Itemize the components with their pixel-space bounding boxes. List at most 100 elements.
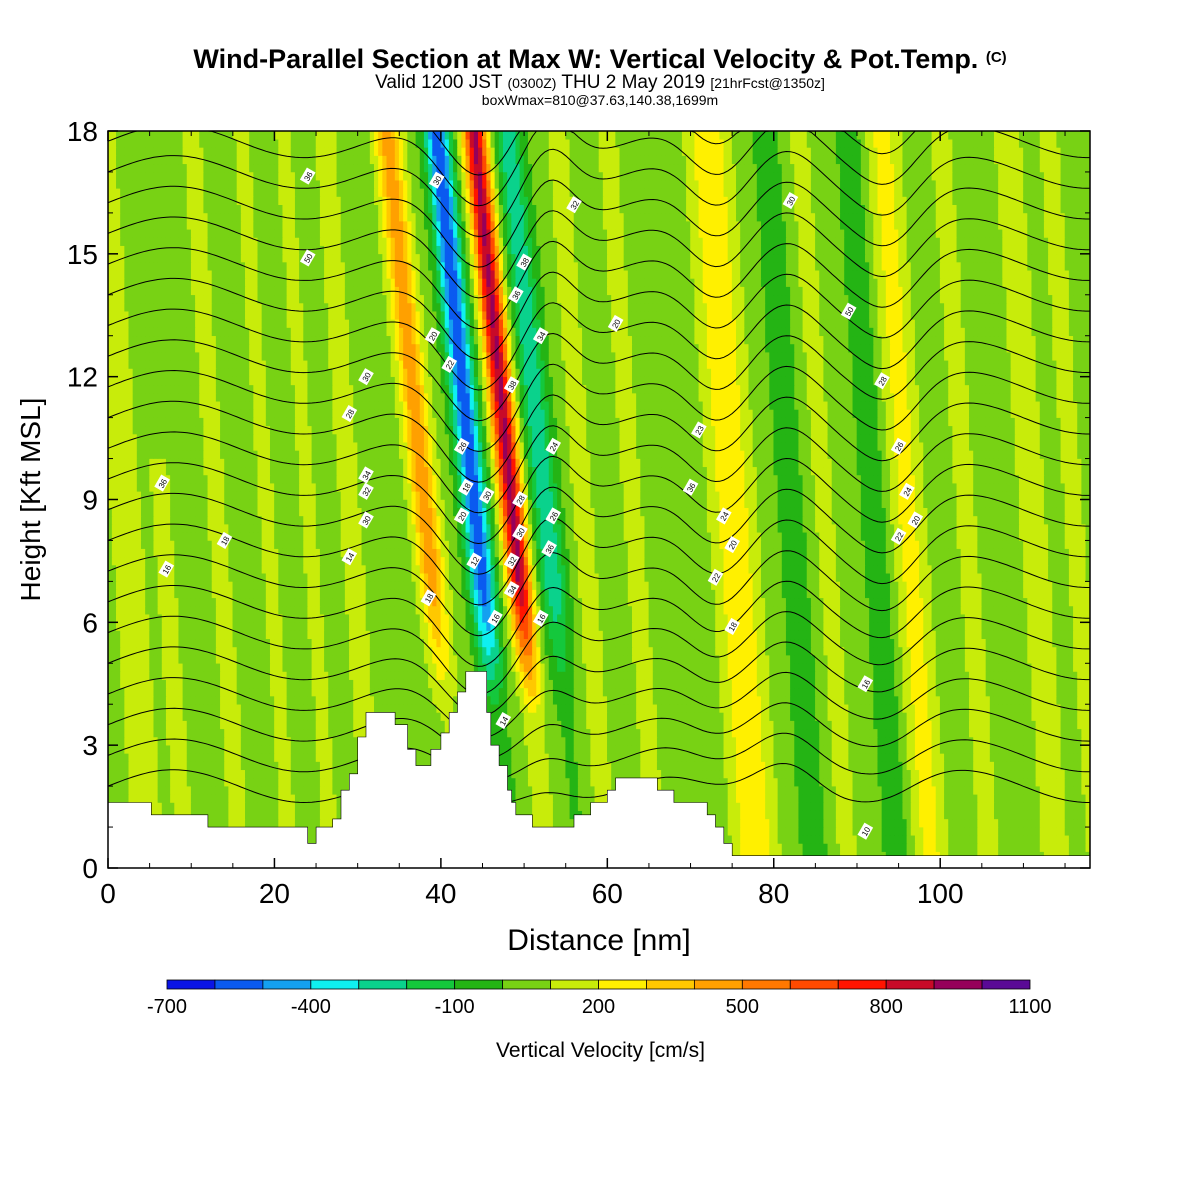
w-cell [948,761,953,771]
w-cell [299,753,304,762]
w-cell [848,826,854,836]
w-cell [760,712,766,721]
w-cell [107,720,113,730]
w-cell [1052,834,1058,844]
w-cell [261,802,267,811]
w-cell [1035,834,1041,844]
w-cell [544,728,550,738]
w-cell [669,712,675,721]
w-cell [877,720,883,730]
w-cell [873,744,879,754]
w-cell [1048,695,1053,705]
w-cell [715,695,720,705]
w-cell [1018,712,1024,721]
w-cell [120,712,125,721]
w-cell [889,703,895,713]
w-cell [557,785,562,795]
w-cell [719,703,725,713]
w-cell [1031,712,1037,721]
w-cell [869,720,874,730]
w-cell [810,794,816,803]
w-cell [573,703,579,713]
w-cell [736,703,741,713]
w-cell [498,753,504,762]
w-cell [315,736,321,746]
w-cell [993,769,999,779]
w-cell [224,728,229,738]
w-cell [240,728,246,738]
w-cell [586,736,591,746]
w-cell [790,834,795,844]
w-cell [444,712,450,721]
w-cell [1056,810,1062,820]
w-cell [856,753,862,762]
w-cell [640,769,646,779]
w-cell [939,703,945,713]
w-cell [711,703,716,713]
w-cell [993,753,999,762]
w-cell [303,802,309,811]
w-cell [1060,720,1066,730]
w-cell [948,810,953,820]
w-cell [257,736,263,746]
w-cell [910,826,916,836]
w-cell [777,834,783,844]
w-cell [731,753,737,762]
w-cell [661,761,666,771]
w-cell [790,728,795,738]
w-cell [1064,785,1070,795]
w-cell [374,703,379,713]
w-cell [598,712,604,721]
w-cell [927,736,933,746]
w-cell [107,794,113,803]
w-cell [1048,785,1053,795]
w-cell [719,720,725,730]
w-cell [840,769,845,779]
w-cell [249,785,254,795]
w-cell [810,802,816,811]
w-cell [1048,744,1053,754]
w-cell [935,712,941,721]
w-cell [835,843,841,852]
w-cell [153,753,159,762]
w-cell [969,695,974,705]
w-cell [723,744,729,754]
w-cell [785,720,791,730]
w-cell [294,720,300,730]
w-cell [919,761,924,771]
w-cell [711,744,716,754]
w-cell [969,761,974,771]
w-cell [1002,736,1008,746]
w-cell [353,753,358,762]
w-cell [923,843,929,852]
w-cell [902,834,908,844]
w-cell [756,769,762,779]
w-cell [744,785,750,795]
w-cell [844,761,849,771]
w-cell [939,744,945,754]
w-cell [914,810,920,820]
w-cell [815,736,820,746]
w-cell [269,728,275,738]
w-cell [590,794,596,803]
w-cell [536,695,542,705]
w-cell [328,818,333,828]
w-cell [111,761,117,771]
w-cell [1006,753,1012,762]
w-cell [199,794,205,803]
w-cell [677,794,683,803]
w-cell [844,744,849,754]
w-cell [985,720,991,730]
w-cell [781,818,787,828]
w-cell [889,843,895,852]
w-cell [856,695,862,705]
w-cell [973,777,978,787]
w-cell [777,761,783,771]
w-cell [989,834,995,844]
w-cell [906,703,912,713]
w-cell [773,753,779,762]
valid-prefix: Valid 1200 JST [375,72,502,93]
w-cell [523,736,529,746]
w-cell [498,695,504,705]
w-cell [669,777,675,787]
